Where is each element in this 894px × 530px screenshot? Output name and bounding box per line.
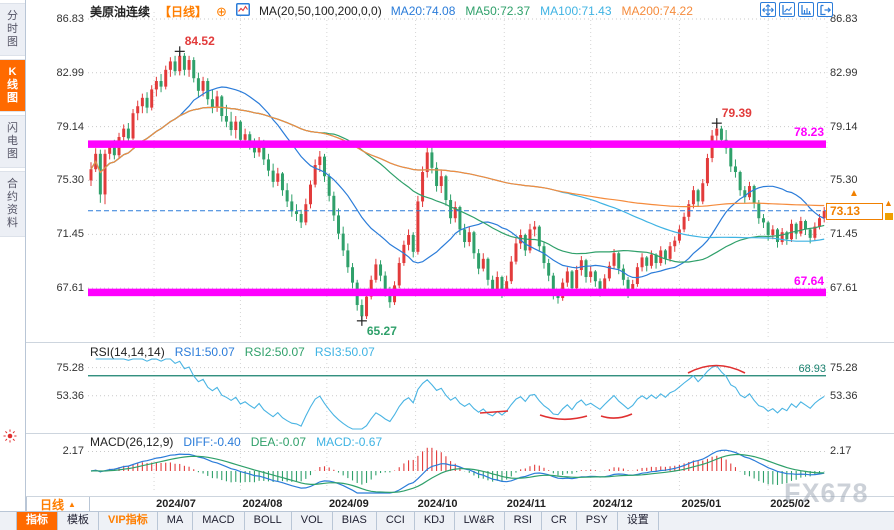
sidebar-tab-time-chart[interactable]: 分时图 xyxy=(0,3,25,56)
period-tag[interactable]: 【日线】 xyxy=(159,4,208,19)
period-selector[interactable]: 日线 ▲ xyxy=(26,497,90,512)
ma-readings: MA20:74.08 MA50:72.37 MA100:71.43 MA200:74.… xyxy=(391,4,693,18)
indicator-reading: MA20:74.08 xyxy=(390,4,456,18)
indicator-reading: RSI1:50.07 xyxy=(174,345,235,359)
indicator-toolbar: 指标 模板 VIP指标 MA MACD BOLL VOL BIAS CCI KDJ LW&R RSI C… xyxy=(0,511,894,530)
indicator-reading: DEA:-0.07 xyxy=(250,435,307,449)
left-sidebar: 分时图 K线图闪电图合约资料 xyxy=(0,0,26,511)
indicator-reading: MA50:72.37 xyxy=(465,4,531,18)
ma-params: MA(20,50,100,200,0,0) xyxy=(258,4,382,18)
chart-header: 美原油连续 【日线】 ⊕ MA(20,50,100,200,0,0) MA20:… xyxy=(90,3,693,19)
toolbar-tab-指标[interactable]: 指标 xyxy=(17,512,58,530)
toolbar-tab-VOL[interactable]: VOL xyxy=(292,512,333,530)
indicator-reading: RSI2:50.07 xyxy=(244,345,305,359)
macd-panel-header: MACD(26,12,9) DIFF:-0.40 DEA:-0.07 MACD:-0… xyxy=(90,435,382,449)
rsi-panel-header: RSI(14,14,14) RSI1:50.07 RSI2:50.07 RSI3:5… xyxy=(90,345,375,359)
indicator-reading: MACD:-0.67 xyxy=(316,435,383,449)
sidebar-tab-kline-chart[interactable]: K线图 xyxy=(0,59,25,112)
scroll-up-arrow-icon[interactable]: ▲ xyxy=(884,198,893,208)
toolbar-tab-BOLL[interactable]: BOLL xyxy=(245,512,292,530)
toolbar-tab-CR[interactable]: CR xyxy=(542,512,577,530)
last-price-tag: 73.13 xyxy=(826,203,883,220)
last-price-value: 73.13 xyxy=(830,204,861,218)
circle-plus-icon[interactable]: ⊕ xyxy=(216,3,227,19)
kline-style-icon[interactable] xyxy=(235,3,250,19)
toolbar-tab-BIAS[interactable]: BIAS xyxy=(333,512,377,530)
indicator-reading: DIFF:-0.40 xyxy=(183,435,241,449)
toolbar-tab-RSI[interactable]: RSI xyxy=(505,512,542,530)
toolbar-tab-模板[interactable]: 模板 xyxy=(58,512,99,530)
rsi-readings: RSI1:50.07 RSI2:50.07 RSI3:50.07 xyxy=(175,345,375,359)
pan-crosshair-icon[interactable] xyxy=(760,2,776,17)
chart-tool-group xyxy=(760,2,833,17)
sidebar-tab-contract-info[interactable]: 合约资料 xyxy=(0,171,25,237)
toolbar-tab-KDJ[interactable]: KDJ xyxy=(415,512,455,530)
period-dropdown-arrow-icon: ▲ xyxy=(68,499,76,509)
toolbar-tab-设置[interactable]: 设置 xyxy=(618,512,659,530)
indicator-reading: MA200:74.22 xyxy=(621,4,693,18)
macd-title: MACD(26,12,9) xyxy=(90,435,174,449)
alert-sun-icon[interactable] xyxy=(3,429,17,448)
compress-x-axis-icon[interactable] xyxy=(798,2,814,17)
toolbar-tab-MACD[interactable]: MACD xyxy=(193,512,245,530)
toolbar-tab-MA[interactable]: MA xyxy=(158,512,194,530)
indicator-reading: RSI3:50.07 xyxy=(314,345,375,359)
toolbar-spacer xyxy=(0,512,17,530)
expand-x-axis-icon[interactable] xyxy=(779,2,795,17)
toolbar-tab-CCI[interactable]: CCI xyxy=(377,512,415,530)
toolbar-tab-PSY[interactable]: PSY xyxy=(577,512,618,530)
scrollbar-thumb[interactable] xyxy=(885,213,893,220)
price-up-arrow-icon: ▲ xyxy=(849,188,859,199)
exit-chart-icon[interactable] xyxy=(817,2,833,17)
indicator-reading: MA100:71.43 xyxy=(540,4,612,18)
sidebar-tab-flash-chart[interactable]: 闪电图 xyxy=(0,115,25,168)
toolbar-tab-VIP指标[interactable]: VIP指标 xyxy=(99,512,158,530)
symbol-name: 美原油连续 xyxy=(90,4,151,19)
watermark: FX678 xyxy=(784,478,869,508)
rsi-title: RSI(14,14,14) xyxy=(90,345,165,359)
macd-readings: DIFF:-0.40 DEA:-0.07 MACD:-0.67 xyxy=(183,435,382,449)
toolbar-tab-LW&R[interactable]: LW&R xyxy=(455,512,505,530)
period-label: 日线 xyxy=(40,497,65,512)
